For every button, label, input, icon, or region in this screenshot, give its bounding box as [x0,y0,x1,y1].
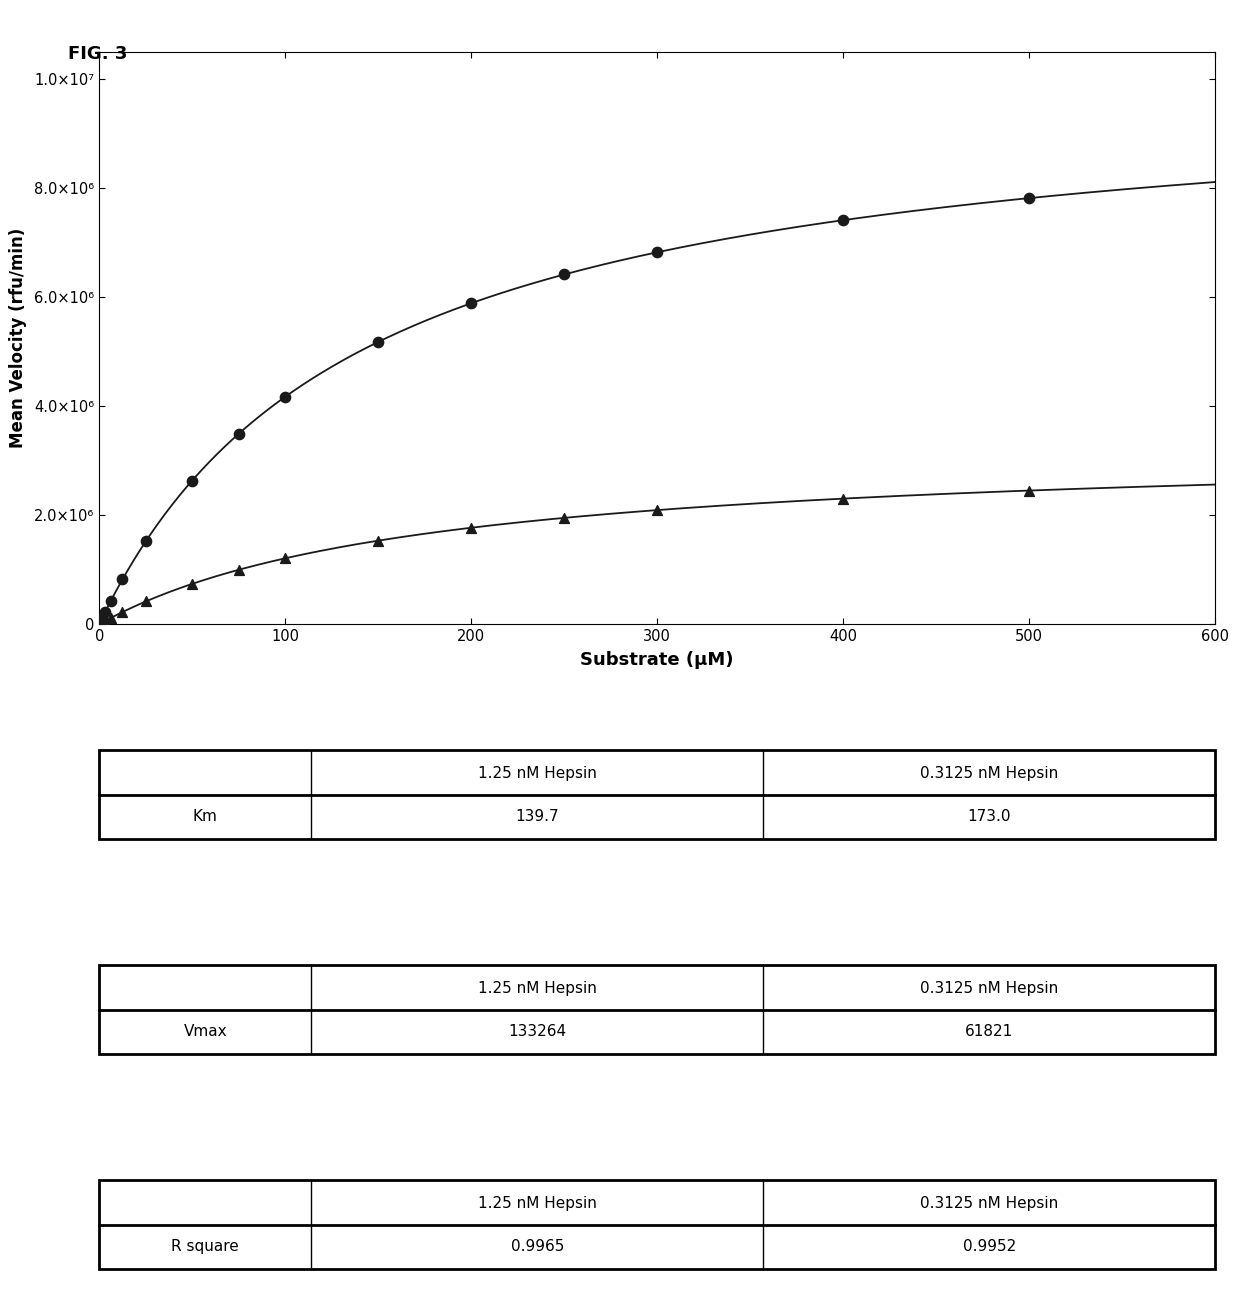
Text: 1.25 nM Hepsin: 1.25 nM Hepsin [477,980,596,996]
Point [461,518,481,539]
Point [275,548,295,569]
Text: 0.3125 nM Hepsin: 0.3125 nM Hepsin [920,980,1058,996]
Text: 0.9965: 0.9965 [511,1239,564,1255]
Point [95,602,115,623]
Point [100,607,120,628]
Text: 0.3125 nM Hepsin: 0.3125 nM Hepsin [920,1195,1058,1211]
Point [182,574,202,594]
Text: 0.3125 nM Hepsin: 0.3125 nM Hepsin [920,765,1058,781]
Text: FIG. 3: FIG. 3 [68,45,128,63]
Point [100,591,120,611]
Point [228,423,248,444]
Point [368,332,388,352]
Text: 173.0: 173.0 [967,809,1011,825]
Text: 0.9952: 0.9952 [962,1239,1016,1255]
Point [92,614,112,635]
Point [228,559,248,580]
Point [461,293,481,313]
Text: 139.7: 139.7 [516,809,559,825]
Point [95,611,115,632]
Point [1019,188,1039,208]
Point [275,386,295,407]
Text: R square: R square [171,1239,239,1255]
Point [113,602,133,623]
Point [1019,480,1039,501]
Point [647,500,667,521]
Text: 133264: 133264 [508,1024,567,1040]
Point [182,470,202,491]
Text: 61821: 61821 [965,1024,1013,1040]
Text: Vmax: Vmax [184,1024,227,1040]
Point [135,591,156,611]
Point [554,508,574,528]
Text: Km: Km [192,809,218,825]
X-axis label: Substrate (μM): Substrate (μM) [580,651,734,670]
Point [135,531,156,552]
Point [554,264,574,285]
Point [92,607,112,628]
Point [833,210,853,231]
Y-axis label: Mean Velocity (rfu/min): Mean Velocity (rfu/min) [9,228,27,448]
Point [113,569,133,589]
Text: 1.25 nM Hepsin: 1.25 nM Hepsin [477,1195,596,1211]
Point [92,613,112,633]
Point [92,614,112,635]
Point [368,530,388,550]
Text: 1.25 nM Hepsin: 1.25 nM Hepsin [477,765,596,781]
Point [647,242,667,263]
Point [833,488,853,509]
